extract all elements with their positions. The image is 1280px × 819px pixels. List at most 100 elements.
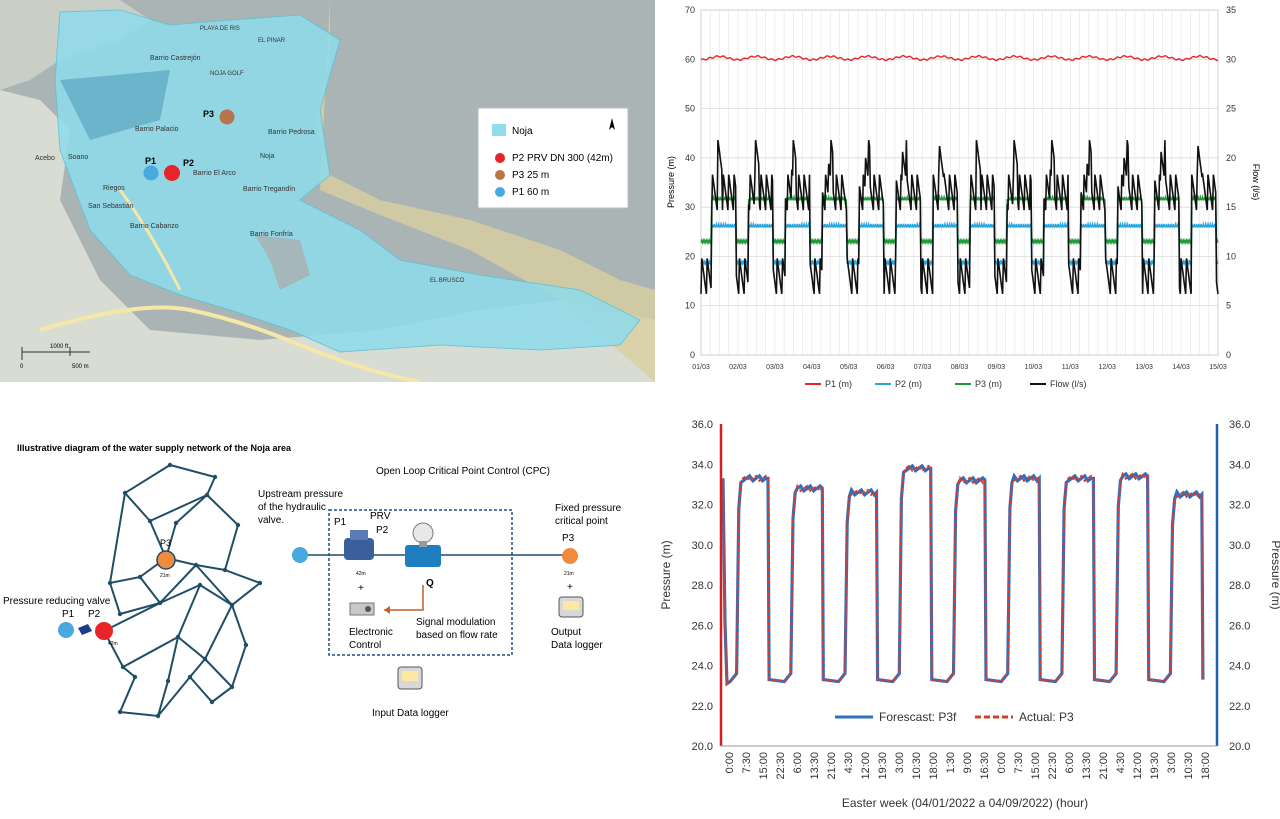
electronic-control-icon	[349, 602, 375, 616]
place-label: Noja	[260, 153, 275, 160]
chart1-x-tick-label: 07/03	[914, 364, 932, 371]
chart2-x-tick-label: 22:30	[775, 752, 787, 780]
network-graph	[103, 463, 263, 718]
chart2-y-tick-label: 22.0	[692, 701, 713, 713]
chart2-y2-axis-label: Pressure (m)	[1269, 540, 1280, 609]
noja-map: Barrio Castrejón Barrio Palacio Barrio E…	[0, 0, 655, 384]
network-p3-node	[156, 550, 176, 570]
chart2-y-axis-label: Pressure (m)	[659, 540, 673, 609]
chart2-y-tick-label: 34.0	[692, 459, 713, 471]
chart1-legend-label: P3 (m)	[975, 379, 1002, 389]
place-label: Soano	[68, 154, 88, 161]
chart2-y-tick-label: 36.0	[692, 419, 713, 431]
legend-label: P3 25 m	[512, 170, 549, 181]
place-label: NOJA GOLF	[210, 71, 244, 77]
chart2-x-tick-label: 4:30	[843, 752, 855, 773]
input-logger-label: Input Data logger	[372, 708, 449, 719]
chart1-x-tick-label: 01/03	[692, 364, 710, 371]
place-label: Barrio Tregandín	[243, 186, 295, 193]
signal-arrow	[384, 585, 424, 611]
network-p2-elevation: 42m	[108, 641, 118, 647]
chart2-y2-tick-label: 34.0	[1229, 459, 1250, 471]
cpc-title: Open Loop Critical Point Control (CPC)	[376, 466, 550, 477]
chart2-x-tick-label: 21:00	[826, 752, 838, 780]
chart2-y-tick-label: 20.0	[692, 741, 713, 753]
fixed-label-line1: Fixed pressure	[555, 503, 622, 514]
place-label: PLAYA DE RIS	[200, 26, 240, 32]
map-panel: Barrio Castrejón Barrio Palacio Barrio E…	[0, 0, 655, 384]
chart2-y-tick-label: 30.0	[692, 540, 713, 552]
chart2-x-tick-label: 12:00	[860, 752, 872, 780]
upstream-label-line1: Upstream pressure	[258, 489, 343, 500]
network-pipe	[189, 658, 234, 704]
legend-swatch-p2	[495, 153, 505, 163]
beach	[315, 0, 655, 382]
chart1-y2-tick-label: 35	[1226, 5, 1236, 15]
chart1-y2-tick-label: 20	[1226, 153, 1236, 163]
north-arrow-icon	[609, 118, 615, 130]
place-label: Barrio Pedrosa	[268, 129, 315, 136]
chart1-y-tick-label: 30	[685, 202, 695, 212]
network-pipe	[124, 492, 167, 559]
chart1-legend: P1 (m) P2 (m) P3 (m) Flow (l/s)	[805, 379, 1087, 389]
chart1-y2-tick-label: 0	[1226, 350, 1231, 360]
scale-ft: 1000 ft	[50, 344, 69, 350]
pressure-flow-chart-panel: 0 0 10 5 20 10 30 15 40 20 50 25 60 30 70 35 01/03 02/03 0…	[655, 0, 1280, 398]
chart2-y-tick-label: 28.0	[692, 580, 713, 592]
chart1-x-tick-label: 04/03	[803, 364, 821, 371]
p3-label: P3	[203, 109, 214, 119]
network-nodes	[107, 462, 263, 719]
upstream-label-line2: of the hydraulic	[258, 502, 326, 513]
chart2-x-tick-label: 0:00	[996, 752, 1008, 773]
output-label-line2: Data logger	[551, 640, 603, 651]
chart2-y2-tick-label: 32.0	[1229, 500, 1250, 512]
network-pipe	[118, 658, 206, 718]
upstream-label-line3: valve.	[258, 515, 284, 526]
input-logger-icon	[397, 666, 423, 690]
output-logger-icon	[558, 596, 584, 618]
chart2-x-tick-label: 19:30	[1149, 752, 1161, 780]
network-p2-node	[95, 622, 113, 640]
network-pipe	[149, 494, 208, 522]
p3-marker	[219, 109, 235, 125]
chart2-x-tick-label: 15:00	[1030, 752, 1042, 780]
chart1-x-tick-label: 14/03	[1172, 364, 1190, 371]
cpc-p3-node	[562, 548, 578, 564]
chart2-x-tick-label: 9:00	[962, 752, 974, 773]
diagram-title: Illustrative diagram of the water supply…	[17, 443, 292, 453]
flow-q-label: Q	[426, 578, 434, 589]
chart1-legend-label: P1 (m)	[825, 379, 852, 389]
chart1-y-tick-label: 60	[685, 54, 695, 64]
legend-label: P1 60 m	[512, 187, 549, 198]
chart2-x-tick-label: 16:30	[979, 752, 991, 780]
place-label: Barrio El Arco	[193, 170, 236, 177]
chart2-y-tick-label: 24.0	[692, 661, 713, 673]
network-diagram: Illustrative diagram of the water supply…	[3, 443, 622, 719]
prv-valve-icon	[344, 530, 374, 560]
chart1-x-tick-label: 06/03	[877, 364, 895, 371]
chart1-y-tick-label: 50	[685, 104, 695, 114]
cpc-p3-label: P3	[562, 533, 575, 544]
place-label: Barrio Palacio	[135, 126, 179, 133]
chart2-x-tick-label: 15:00	[758, 752, 770, 780]
plus-sign: +	[358, 583, 364, 594]
cpc-p2-label: P2	[376, 525, 389, 536]
cpc-p1-label: P1	[334, 517, 347, 528]
chart1-x-tick-label: 11/03	[1062, 364, 1079, 371]
chart1-x-tick-label: 05/03	[840, 364, 858, 371]
network-pipe	[108, 463, 263, 607]
chart2-x-tick-label: 7:30	[741, 752, 753, 773]
chart2-y2-tick-label: 26.0	[1229, 620, 1250, 632]
cpc-p2-elevation: 42m	[356, 571, 366, 577]
network-diagram-panel: Illustrative diagram of the water supply…	[0, 405, 655, 814]
chart2-y2-tick-label: 28.0	[1229, 580, 1250, 592]
chart2-y2-tick-label: 36.0	[1229, 419, 1250, 431]
scale-m: 500 m	[72, 364, 89, 370]
p2-label: P2	[183, 158, 194, 168]
noja-area	[54, 9, 641, 353]
map-legend: Noja P2 PRV DN 300 (42m) P3 25 m P1 60 m	[477, 107, 629, 209]
network-pipe	[103, 584, 201, 669]
chart2-series	[721, 463, 1205, 687]
chart1-x-tick-label: 15/03	[1209, 364, 1227, 371]
chart1-legend-label: P2 (m)	[895, 379, 922, 389]
